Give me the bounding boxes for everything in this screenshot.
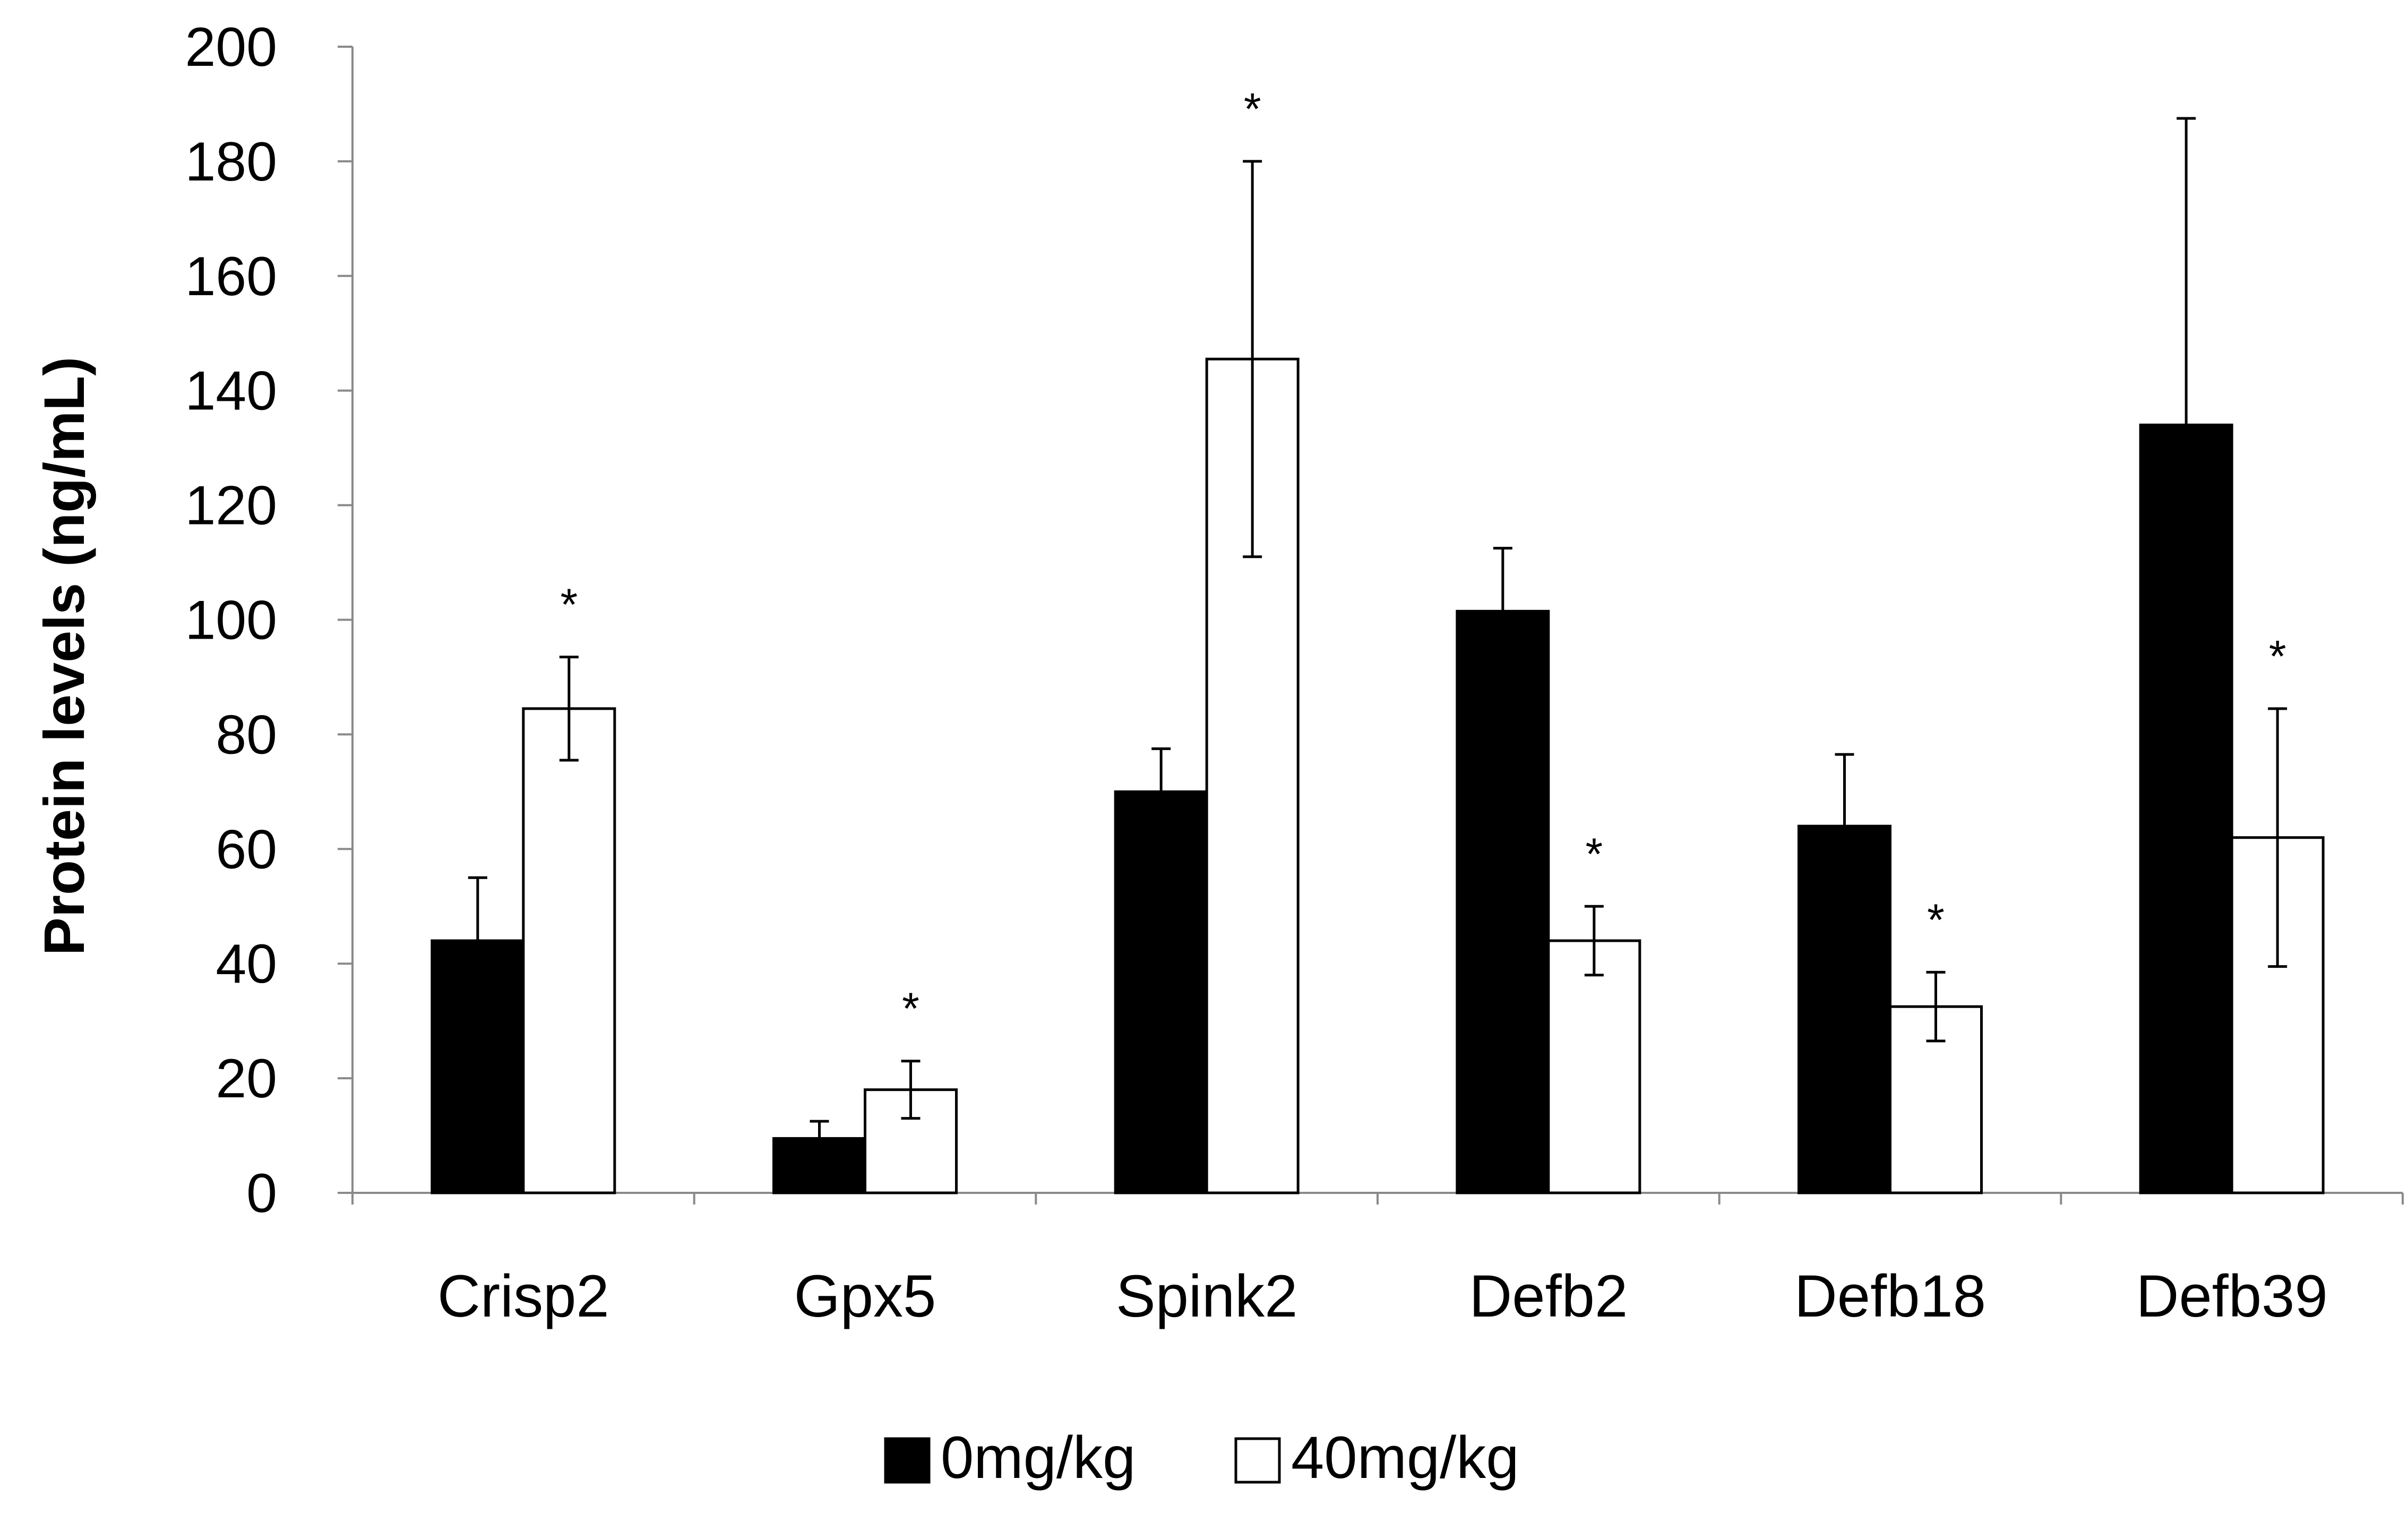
bar-series — [431, 357, 2325, 1194]
x-category-label: Defb2 — [1469, 1263, 1628, 1329]
x-category-label: Crisp2 — [437, 1263, 609, 1329]
error-bars — [468, 117, 2287, 1157]
bar-40mg-kg-defb2 — [1547, 939, 1641, 1194]
y-axis-ticks: 0 20 40 60 80 100 120 140 160 180 200 — [185, 16, 2404, 1224]
y-tick-label: 0 — [246, 1163, 277, 1224]
legend-swatch-0mg-kg — [884, 1437, 931, 1484]
bar-0mg-kg-spink2 — [1114, 790, 1208, 1194]
category-labels: Crisp2 Gpx5 Spink2 Defb2 Defb18 Defb39 — [437, 1263, 2328, 1329]
y-tick-label: 80 — [216, 704, 277, 766]
significance-asterisk: * — [560, 580, 578, 630]
bar-40mg-kg-crisp2 — [522, 707, 616, 1194]
y-tick-label: 20 — [216, 1048, 277, 1110]
y-tick-label: 200 — [185, 16, 277, 78]
legend-swatch-40mg-kg — [1234, 1437, 1281, 1484]
legend: 0mg/kg 40mg/kg — [884, 1424, 1519, 1491]
y-tick-label: 140 — [185, 360, 277, 422]
y-tick-label: 180 — [185, 131, 277, 193]
x-category-label: Defb18 — [1794, 1263, 1986, 1329]
significance-asterisk: * — [2269, 631, 2286, 681]
bar-0mg-kg-defb2 — [1456, 609, 1550, 1194]
y-tick-label: 40 — [216, 933, 277, 995]
x-category-label: Spink2 — [1116, 1263, 1297, 1329]
plot-area: 0 20 40 60 80 100 120 140 160 180 200 * * * * * * Crisp… — [185, 16, 2404, 1329]
y-tick-label: 120 — [185, 475, 277, 537]
significance-asterisk: * — [1244, 84, 1261, 134]
y-tick-label: 160 — [185, 246, 277, 307]
y-axis-label: Protein levels (ng/mL) — [32, 357, 96, 956]
x-category-label: Gpx5 — [794, 1263, 936, 1329]
x-category-label: Defb39 — [2136, 1263, 2328, 1329]
y-tick-label: 60 — [216, 819, 277, 880]
legend-label: 0mg/kg — [941, 1424, 1136, 1491]
significance-asterisk: * — [902, 984, 919, 1034]
legend-label: 40mg/kg — [1291, 1424, 1519, 1491]
significance-asterisk: * — [1585, 829, 1603, 879]
significance-markers: * * * * * * — [560, 84, 2286, 1034]
y-tick-label: 100 — [185, 590, 277, 651]
significance-asterisk: * — [1927, 895, 1945, 944]
